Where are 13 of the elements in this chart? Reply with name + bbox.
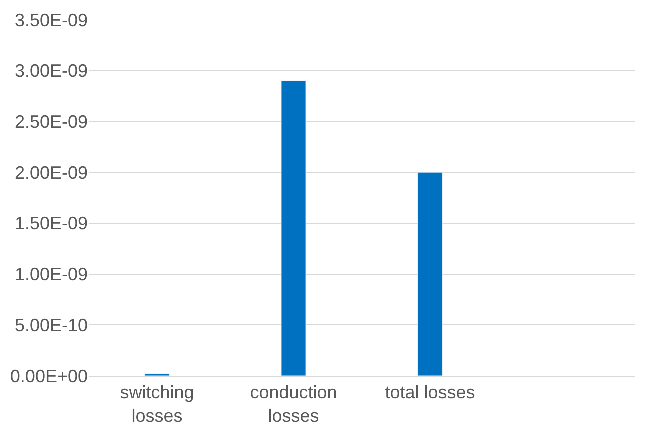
y-tick-label: 5.00E-10	[14, 315, 88, 336]
x-tick-label: switching losses	[120, 382, 194, 426]
y-tick-label: 2.50E-09	[14, 112, 88, 132]
y-tick-label: 1.50E-09	[14, 214, 88, 234]
y-tick-label: 0.00E+00	[10, 366, 88, 386]
x-tick-label: conduction losses	[250, 382, 338, 426]
y-tick-label: 3.50E-09	[14, 10, 88, 30]
y-tick-label: 2.00E-09	[14, 162, 88, 183]
x-tick-label: total losses	[385, 382, 476, 403]
y-tick-label: 1.00E-09	[14, 264, 88, 285]
bar	[418, 172, 443, 376]
y-tick-label: 3.00E-09	[14, 61, 88, 82]
bar	[281, 80, 306, 376]
